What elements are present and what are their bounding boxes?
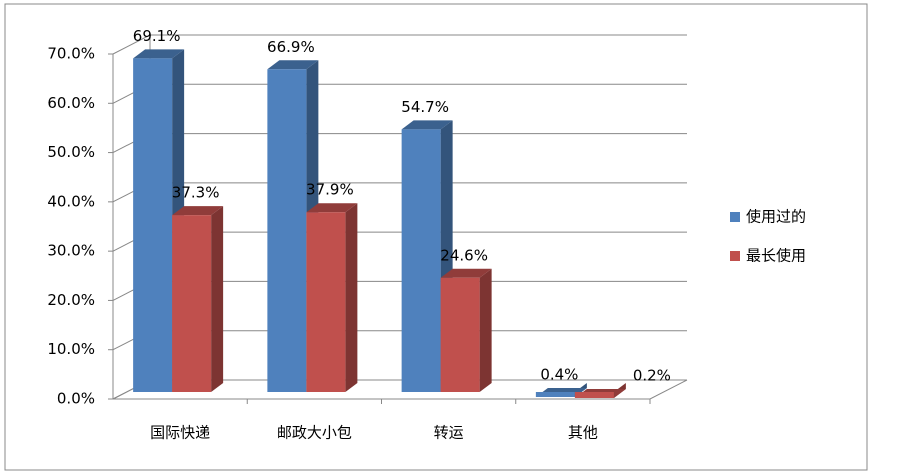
bar xyxy=(440,268,492,392)
legend-label: 使用过的 xyxy=(746,208,806,226)
bar-top xyxy=(172,206,224,216)
data-label: 69.1% xyxy=(133,27,181,45)
grid-line xyxy=(112,34,687,55)
bar-front xyxy=(172,215,212,392)
bar-top xyxy=(267,60,319,70)
bar-side xyxy=(479,268,492,392)
data-label: 54.7% xyxy=(401,98,449,116)
bar-side xyxy=(345,203,358,392)
data-label: 66.9% xyxy=(267,38,315,56)
data-label: 37.3% xyxy=(172,184,220,202)
y-tick-label: 40.0% xyxy=(47,192,95,210)
y-tick-label: 50.0% xyxy=(47,143,95,161)
data-label: 0.4% xyxy=(540,366,578,384)
bar-front xyxy=(133,58,173,392)
bar xyxy=(306,203,358,392)
x-tick-label: 转运 xyxy=(434,424,464,442)
data-label: 0.2% xyxy=(633,367,671,385)
x-tick-label: 邮政大小包 xyxy=(277,424,352,442)
data-label: 37.9% xyxy=(306,181,354,199)
bar-top xyxy=(306,203,358,213)
legend-swatch xyxy=(730,212,740,222)
y-tick-label: 20.0% xyxy=(47,291,95,309)
bar-top xyxy=(133,49,185,59)
y-tick-label: 0.0% xyxy=(57,390,95,408)
bar-side xyxy=(211,206,224,392)
bar-front xyxy=(574,392,614,399)
bar-front xyxy=(267,69,307,393)
y-tick-label: 60.0% xyxy=(47,94,95,112)
bar xyxy=(172,206,224,392)
y-tick-label: 10.0% xyxy=(47,340,95,358)
x-tick-label: 其他 xyxy=(568,424,598,442)
bar-top xyxy=(401,120,453,130)
bar-front xyxy=(306,212,346,392)
bar-front xyxy=(440,277,480,392)
bar-front xyxy=(535,392,575,398)
legend-swatch xyxy=(730,251,740,261)
bar-front xyxy=(401,129,441,392)
y-tick-label: 30.0% xyxy=(47,242,95,260)
legend-label: 最长使用 xyxy=(746,247,806,265)
x-tick-label: 国际快递 xyxy=(150,424,210,442)
bar xyxy=(574,383,626,399)
data-label: 24.6% xyxy=(440,246,488,264)
bar-top xyxy=(440,268,492,278)
y-tick-label: 70.0% xyxy=(47,45,95,63)
